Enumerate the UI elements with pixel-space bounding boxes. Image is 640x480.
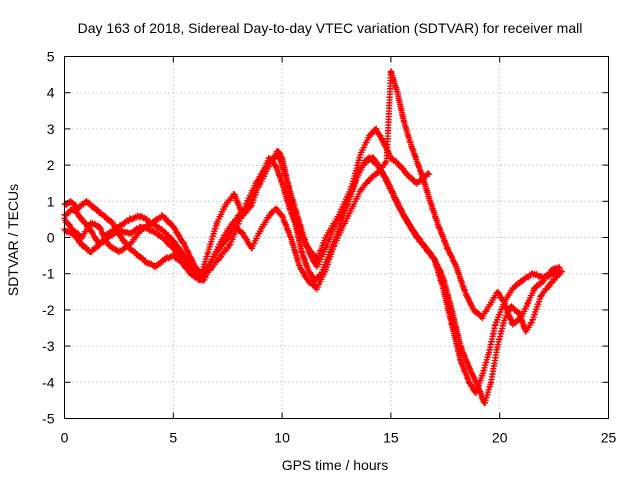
series-track-d — [61, 148, 566, 406]
x-tick-label: 15 — [383, 430, 399, 446]
y-axis-label: SDTVAR / TECUs — [5, 184, 21, 296]
data-series — [61, 68, 566, 406]
axis-ticks: 0 5 10 15 20 25 -5 -4 -3 -2 -1 0 1 2 3 4 5 — [42, 49, 616, 446]
x-tick-label: 20 — [492, 430, 508, 446]
series-track-c — [61, 68, 563, 328]
y-tick-label: -3 — [42, 338, 55, 354]
y-tick-label: -4 — [42, 374, 55, 390]
y-tick-label: -2 — [42, 302, 55, 318]
x-axis-label: GPS time / hours — [282, 457, 389, 473]
y-tick-label: -5 — [42, 411, 55, 427]
x-tick-label: 10 — [274, 430, 290, 446]
x-tick-label: 25 — [601, 430, 617, 446]
x-tick-label: 0 — [61, 430, 69, 446]
y-tick-label: -1 — [42, 266, 55, 282]
y-tick-label: 4 — [47, 85, 55, 101]
x-tick-label: 5 — [169, 430, 177, 446]
series-markers — [61, 148, 566, 406]
y-tick-label: 2 — [47, 157, 55, 173]
y-tick-label: 0 — [47, 230, 55, 246]
y-tick-label: 3 — [47, 121, 55, 137]
y-tick-label: 5 — [47, 49, 55, 65]
chart-title: Day 163 of 2018, Sidereal Day-to-day VTE… — [78, 20, 583, 36]
y-tick-label: 1 — [47, 193, 55, 209]
series-markers — [61, 68, 563, 328]
